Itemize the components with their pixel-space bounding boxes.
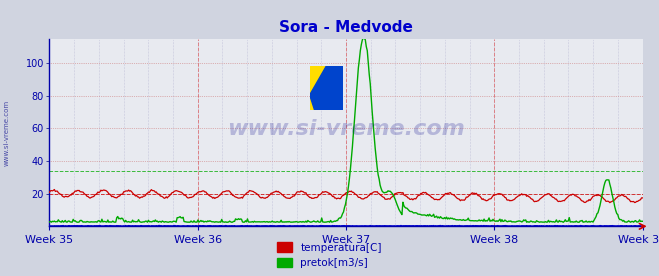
Text: www.si-vreme.com: www.si-vreme.com <box>3 99 10 166</box>
Text: www.si-vreme.com: www.si-vreme.com <box>227 119 465 139</box>
Legend: temperatura[C], pretok[m3/s]: temperatura[C], pretok[m3/s] <box>277 242 382 268</box>
Polygon shape <box>310 66 326 110</box>
Polygon shape <box>310 66 343 110</box>
Title: Sora - Medvode: Sora - Medvode <box>279 20 413 35</box>
Polygon shape <box>326 66 343 110</box>
